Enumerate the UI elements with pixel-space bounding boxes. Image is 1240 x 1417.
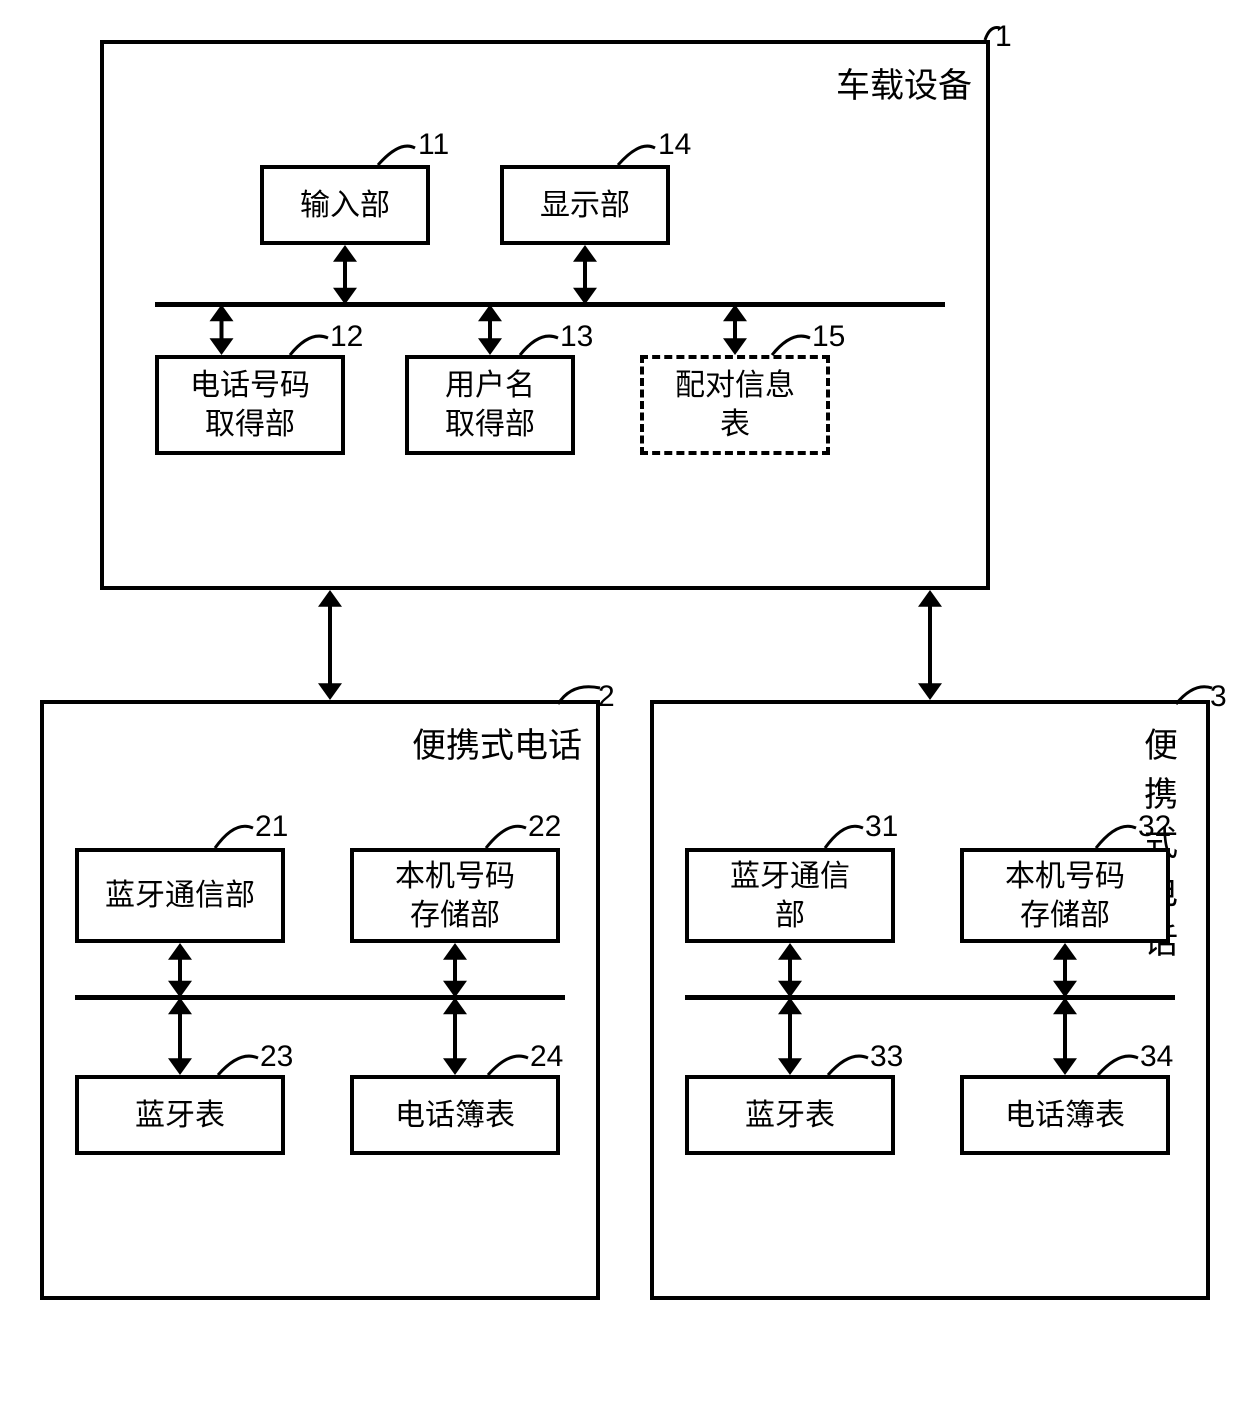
box-bt-comm-b-label: 蓝牙通信 部 [730,857,850,935]
ref-15: 15 [812,320,845,354]
box-bt-table-b-label: 蓝牙表 [745,1096,835,1135]
ref-34: 34 [1140,1040,1173,1074]
ref-22: 22 [528,810,561,844]
ref-12: 12 [330,320,363,354]
box-phonebook-b-label: 电话簿表 [1005,1096,1125,1135]
container-vehicle-title: 车载设备 [836,58,972,107]
bus-1 [155,302,945,307]
box-input: 输入部 [260,165,430,245]
ref-11: 11 [418,128,449,162]
container-phone-a [40,700,600,1300]
box-bt-table-a-label: 蓝牙表 [135,1096,225,1135]
box-bt-comm-a-label: 蓝牙通信部 [105,876,255,915]
ref-13: 13 [560,320,593,354]
box-phone-num-acq-label: 电话号码 取得部 [190,366,310,444]
box-bt-comm-a: 蓝牙通信部 [75,848,285,943]
box-display: 显示部 [500,165,670,245]
box-pairing-table: 配对信息 表 [640,355,830,455]
container-vehicle [100,40,990,590]
box-phone-num-acq: 电话号码 取得部 [155,355,345,455]
box-bt-table-a: 蓝牙表 [75,1075,285,1155]
ref-32: 32 [1138,810,1171,844]
ref-3: 3 [1210,680,1227,714]
box-username-acq-label: 用户名 取得部 [445,366,535,444]
box-own-num-a: 本机号码 存储部 [350,848,560,943]
box-own-num-a-label: 本机号码 存储部 [395,857,515,935]
box-username-acq: 用户名 取得部 [405,355,575,455]
bus-2 [75,995,565,1000]
box-phonebook-a-label: 电话簿表 [395,1096,515,1135]
box-phonebook-a: 电话簿表 [350,1075,560,1155]
box-input-label: 输入部 [300,186,390,225]
ref-24: 24 [530,1040,563,1074]
ref-14: 14 [658,128,691,162]
container-phone-b [650,700,1210,1300]
box-display-label: 显示部 [540,186,630,225]
box-own-num-b-label: 本机号码 存储部 [1005,857,1125,935]
box-phonebook-b: 电话簿表 [960,1075,1170,1155]
ref-23: 23 [260,1040,293,1074]
ref-2: 2 [598,680,615,714]
ref-1: 1 [995,20,1012,54]
box-bt-table-b: 蓝牙表 [685,1075,895,1155]
ref-33: 33 [870,1040,903,1074]
box-own-num-b: 本机号码 存储部 [960,848,1170,943]
box-bt-comm-b: 蓝牙通信 部 [685,848,895,943]
container-phone-a-title: 便携式电话 [412,718,582,767]
ref-31: 31 [865,810,898,844]
box-pairing-table-label: 配对信息 表 [675,366,795,444]
ref-21: 21 [255,810,288,844]
bus-3 [685,995,1175,1000]
